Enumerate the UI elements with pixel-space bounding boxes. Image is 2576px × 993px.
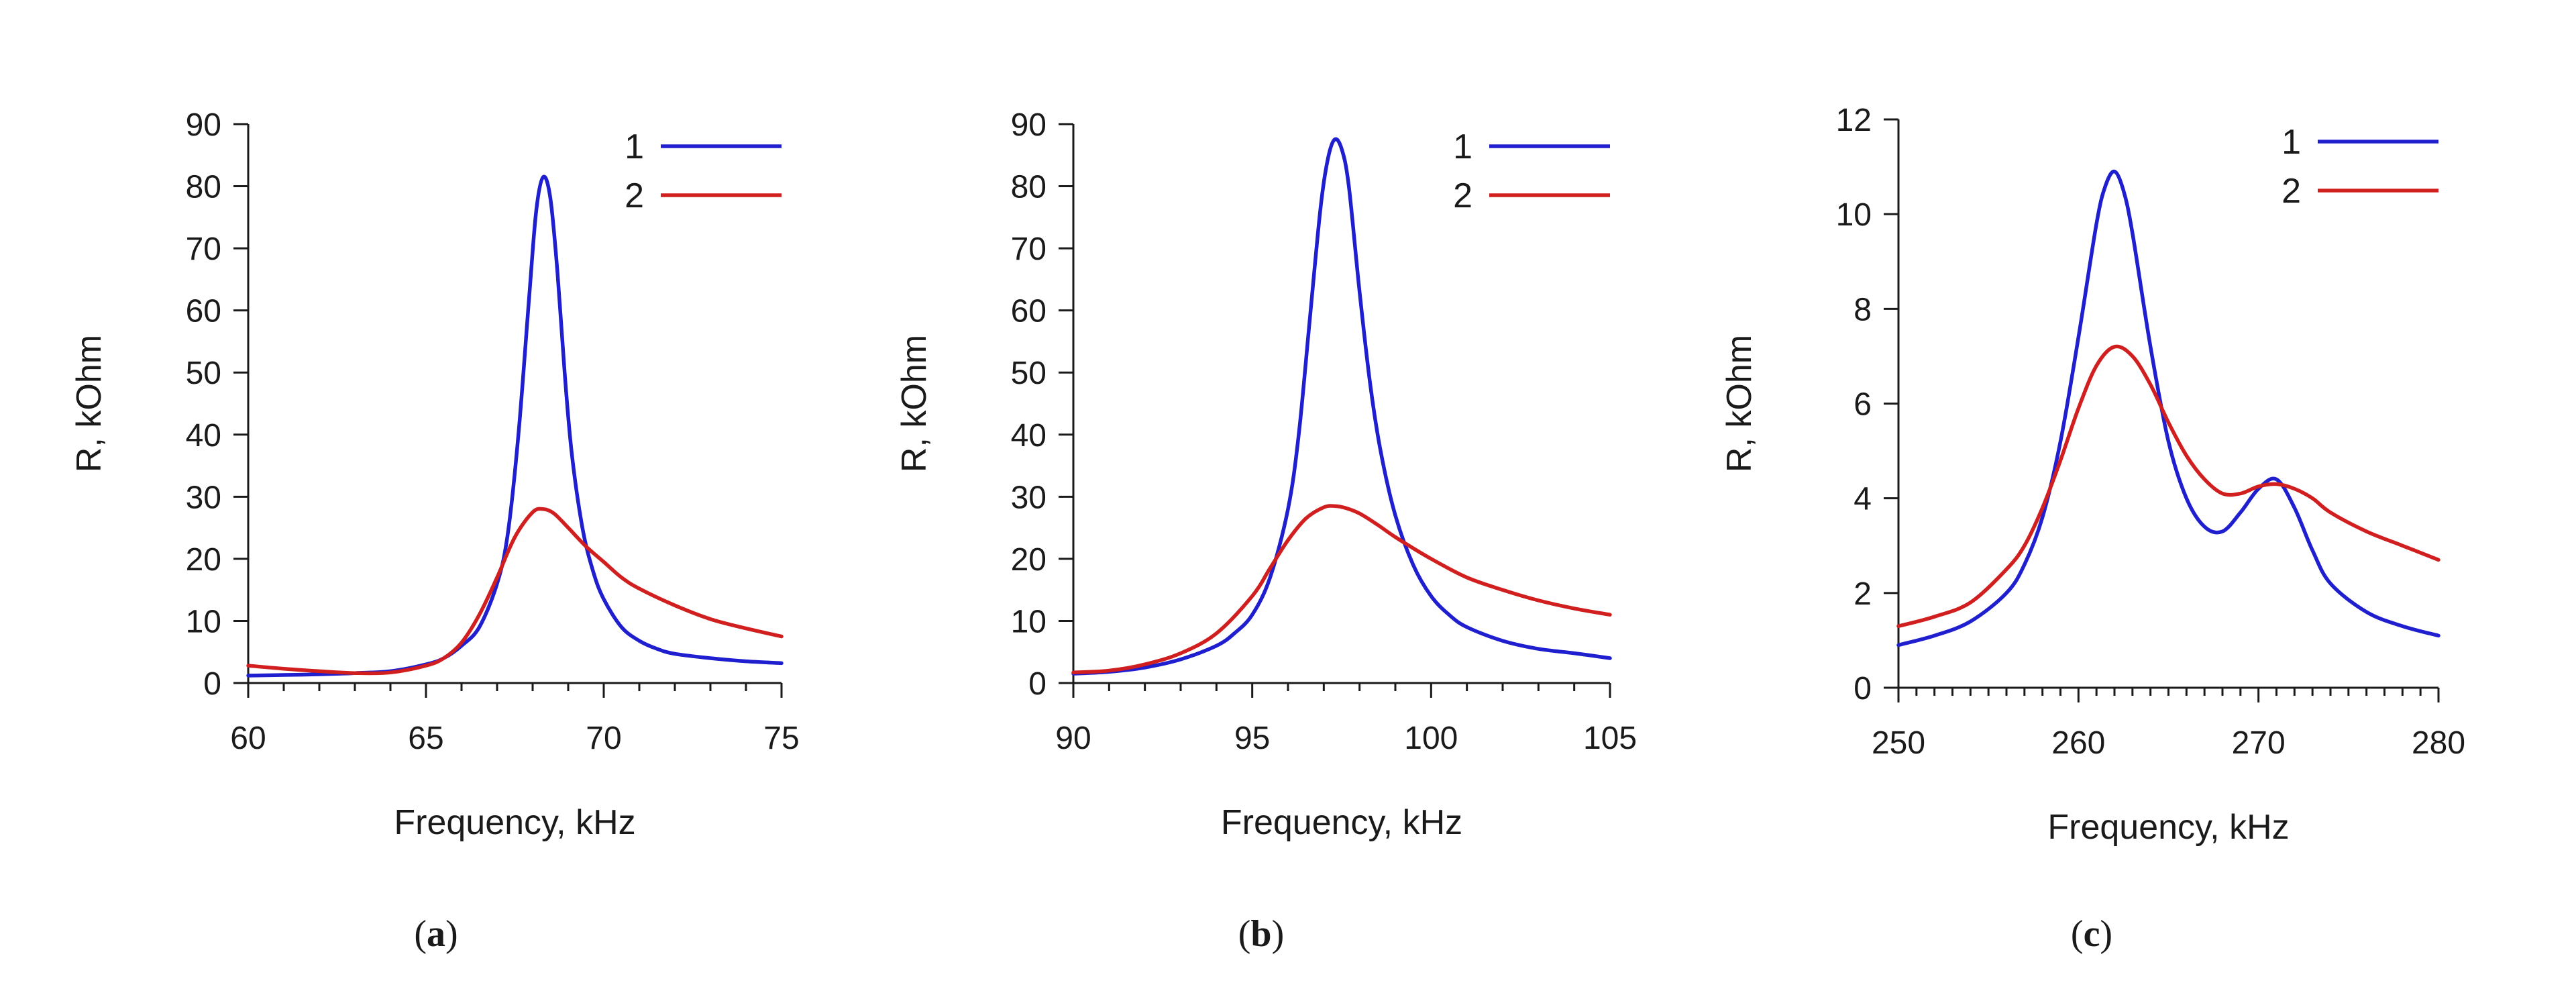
panel-caption: (a) — [414, 913, 458, 955]
legend-label-1: 1 — [2282, 123, 2301, 162]
y-tick-label: 80 — [1011, 170, 1046, 205]
y-tick-label: 10 — [1836, 197, 1872, 233]
y-tick-label: 20 — [1011, 542, 1046, 578]
caption-open-paren: ( — [414, 913, 427, 955]
caption-letter: c — [2084, 913, 2100, 955]
series-line-1 — [1896, 169, 2440, 647]
y-tick-label: 70 — [1011, 231, 1046, 267]
series-line-2 — [1896, 344, 2440, 628]
legend-label-2: 2 — [625, 176, 644, 215]
y-tick-label: 0 — [203, 666, 221, 702]
legend-label-2: 2 — [2282, 172, 2301, 211]
y-tick-label: 80 — [186, 170, 221, 205]
y-tick-label: 90 — [1011, 107, 1046, 143]
y-tick-label: 8 — [1854, 292, 1872, 327]
legend-label-2: 2 — [1453, 176, 1472, 215]
y-tick-label: 30 — [1011, 480, 1046, 515]
y-axis-title: R, kOhm — [895, 335, 934, 472]
legend-label-1: 1 — [625, 127, 644, 166]
caption-letter: a — [427, 913, 445, 955]
x-tick-label: 280 — [2412, 725, 2465, 761]
y-tick-label: 70 — [186, 231, 221, 267]
caption-open-paren: ( — [1238, 913, 1251, 955]
y-tick-label: 60 — [186, 294, 221, 329]
x-axis-title: Frequency, kHz — [2047, 808, 2289, 847]
y-tick-label: 50 — [186, 356, 221, 391]
y-tick-label: 90 — [186, 107, 221, 143]
x-tick-label: 65 — [408, 721, 443, 756]
y-tick-label: 40 — [186, 418, 221, 454]
caption-open-paren: ( — [2071, 913, 2084, 955]
x-tick-label: 250 — [1872, 725, 1925, 761]
x-tick-label: 95 — [1234, 721, 1270, 756]
y-tick-label: 12 — [1836, 103, 1872, 138]
y-tick-label: 60 — [1011, 294, 1046, 329]
caption-close-paren: ) — [1272, 913, 1285, 955]
panel-a: 60 65 70 75 0 10 20 30 40 50 60 70 80 90 Frequency, kH… — [70, 107, 800, 955]
y-tick-label: 0 — [1854, 671, 1872, 707]
caption-close-paren: ) — [445, 913, 458, 955]
x-tick-label: 270 — [2232, 725, 2286, 761]
y-axis-title: R, kOhm — [70, 335, 109, 472]
y-tick-label: 50 — [1011, 356, 1046, 391]
series-line-2 — [1071, 504, 1612, 675]
series-line-2 — [246, 507, 784, 676]
x-tick-label: 105 — [1583, 721, 1637, 756]
x-tick-label: 60 — [230, 721, 266, 756]
x-tick-label: 260 — [2051, 725, 2105, 761]
series-line-1 — [1071, 137, 1612, 676]
y-axis-title: R, kOhm — [1720, 335, 1759, 472]
y-tick-label: 4 — [1854, 482, 1872, 517]
y-tick-label: 20 — [186, 542, 221, 578]
y-tick-label: 40 — [1011, 418, 1046, 454]
y-tick-label: 2 — [1854, 576, 1872, 612]
y-tick-label: 6 — [1854, 387, 1872, 423]
y-tick-label: 10 — [1011, 604, 1046, 639]
caption-close-paren: ) — [2100, 913, 2112, 955]
panel-caption: (b) — [1238, 913, 1284, 955]
y-tick-label: 0 — [1028, 666, 1046, 702]
legend-label-1: 1 — [1453, 127, 1472, 166]
x-tick-label: 70 — [586, 721, 621, 756]
y-tick-label: 30 — [186, 480, 221, 515]
x-tick-label: 75 — [763, 721, 799, 756]
panel-b: 90 95 100 105 0 10 20 30 40 50 60 70 80 90 Frequency, … — [895, 107, 1637, 955]
caption-letter: b — [1250, 913, 1271, 955]
x-axis-title: Frequency, kHz — [394, 803, 635, 842]
panel-caption: (c) — [2071, 913, 2112, 955]
y-tick-label: 10 — [186, 604, 221, 639]
x-tick-label: 90 — [1055, 721, 1091, 756]
x-axis-title: Frequency, kHz — [1221, 803, 1462, 842]
series-line-1 — [246, 174, 784, 678]
x-tick-label: 100 — [1404, 721, 1458, 756]
